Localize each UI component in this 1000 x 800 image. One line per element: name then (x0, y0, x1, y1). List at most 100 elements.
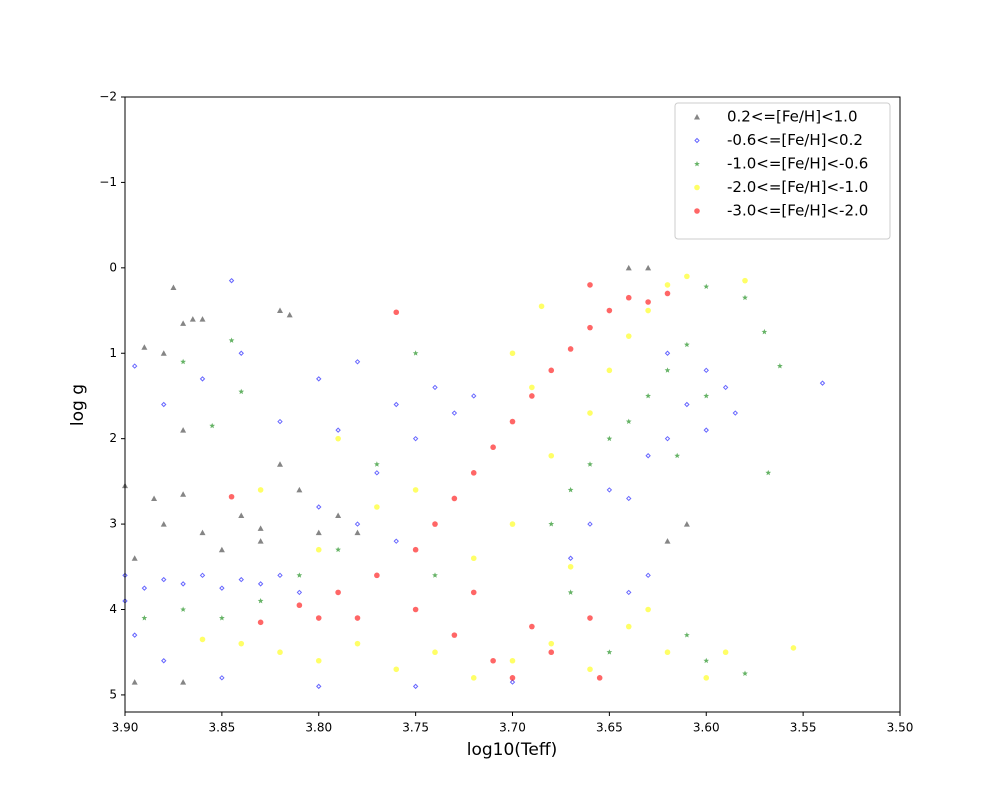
point (742, 294, 748, 301)
point (160, 350, 167, 356)
point (451, 410, 458, 416)
point (141, 615, 148, 621)
point (625, 333, 632, 339)
point (335, 546, 341, 553)
point (703, 283, 710, 290)
point (684, 273, 690, 280)
point (228, 277, 235, 284)
point (277, 572, 283, 579)
point (645, 606, 651, 613)
plot-marks (122, 264, 826, 690)
point (722, 384, 729, 391)
point (238, 640, 245, 647)
point (199, 572, 206, 579)
point (238, 576, 244, 583)
point (412, 683, 419, 690)
x-tick-label: 3.70 (499, 721, 526, 735)
point (625, 623, 632, 630)
point (567, 346, 574, 352)
legend-label: -0.6<=[Fe/H]<0.2 (727, 131, 863, 149)
point (315, 546, 322, 553)
y-axis-label: log g (68, 384, 88, 426)
point (683, 521, 690, 527)
point (509, 418, 516, 425)
point (335, 589, 341, 596)
point (296, 572, 303, 578)
x-tick-label: 3.75 (402, 721, 429, 735)
point (170, 284, 177, 290)
x-axis-label: log10(Teff) (467, 740, 557, 760)
x-tick-label: 3.50 (887, 721, 914, 735)
point (180, 606, 186, 612)
point (161, 658, 167, 664)
point (664, 350, 671, 356)
point (703, 657, 710, 664)
point (180, 491, 187, 497)
point (316, 683, 322, 690)
point (548, 521, 555, 527)
y-tick-label: 2 (109, 431, 117, 445)
point (625, 264, 632, 271)
point (732, 410, 739, 416)
point (529, 393, 535, 399)
y-tick-label: 3 (109, 517, 117, 531)
point (199, 529, 206, 536)
point (509, 657, 516, 664)
point (218, 546, 225, 553)
point (587, 324, 593, 331)
point (238, 388, 245, 395)
point (257, 487, 264, 493)
point (509, 350, 516, 357)
point (684, 632, 690, 638)
point (199, 316, 206, 322)
point (257, 619, 264, 626)
point (490, 444, 496, 451)
point (684, 341, 690, 348)
x-tick-label: 3.90 (112, 721, 139, 735)
point (199, 376, 206, 382)
point (548, 649, 555, 656)
y-tick-label: −1 (99, 175, 117, 189)
y-tick-label: 4 (109, 602, 117, 616)
point (538, 303, 545, 310)
point (219, 585, 225, 591)
point (141, 344, 148, 350)
point (393, 401, 399, 408)
point (606, 435, 613, 442)
point (587, 615, 593, 621)
point (432, 521, 438, 527)
point (277, 461, 283, 467)
point (509, 679, 516, 685)
y-tick-label: 0 (109, 260, 117, 274)
point (626, 495, 632, 502)
point (315, 657, 322, 664)
point (335, 435, 341, 442)
point (180, 358, 186, 365)
point (626, 589, 632, 596)
point (180, 679, 187, 685)
point (160, 521, 167, 527)
point (587, 666, 593, 673)
point (257, 597, 264, 604)
legend-marker (694, 114, 700, 120)
point (412, 606, 419, 613)
point (645, 299, 651, 305)
x-tick-label: 3.65 (596, 721, 623, 735)
point (180, 320, 187, 326)
point (219, 675, 225, 681)
point (529, 384, 535, 391)
point (374, 572, 380, 579)
point (703, 367, 709, 374)
point (664, 649, 671, 656)
point (664, 367, 671, 373)
point (645, 572, 651, 579)
point (228, 337, 235, 343)
point (587, 521, 593, 527)
point (596, 675, 603, 681)
point (412, 487, 419, 493)
legend-label: 0.2<=[Fe/H]<1.0 (727, 108, 858, 126)
point (374, 470, 380, 476)
point (625, 294, 632, 301)
y-tick-label: −2 (99, 90, 117, 104)
point (432, 384, 438, 391)
